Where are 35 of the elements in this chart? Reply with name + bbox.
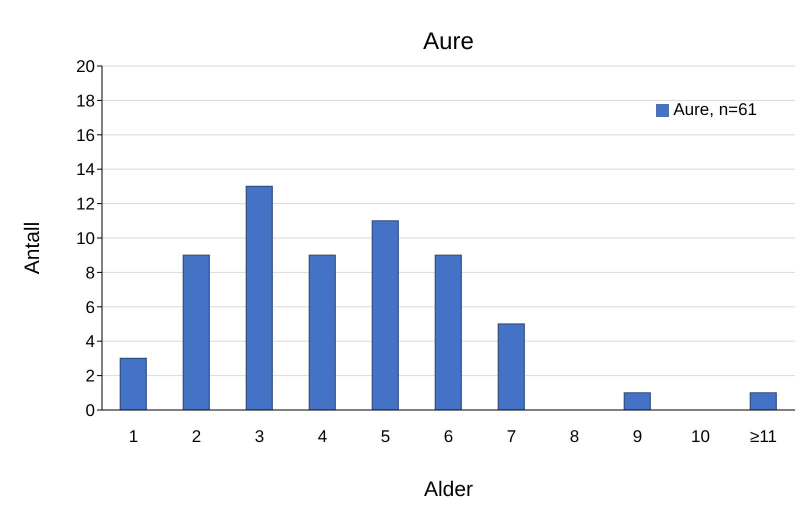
y-tick-label: 4 — [86, 332, 95, 352]
y-tick-label: 6 — [86, 298, 95, 317]
y-axis-title: Antall — [21, 222, 45, 274]
x-tick-label: 5 — [380, 427, 390, 446]
x-tick-label: 1 — [128, 427, 138, 446]
bar — [308, 254, 336, 410]
x-tick-label: 4 — [318, 427, 328, 446]
x-tick-label: 10 — [691, 427, 710, 446]
bar — [498, 323, 525, 410]
bar — [750, 392, 777, 410]
y-tick-label: 12 — [76, 194, 95, 214]
y-tick-label: 0 — [86, 401, 95, 420]
chart-title: Aure — [422, 28, 475, 56]
bar — [120, 358, 147, 410]
y-tick-label: 2 — [86, 366, 95, 386]
x-tick-label: 8 — [570, 427, 580, 446]
x-tick-label: 3 — [254, 427, 264, 446]
bar — [624, 392, 651, 410]
y-tick-label: 8 — [86, 263, 95, 282]
x-tick-label: 7 — [506, 427, 516, 446]
bar — [434, 254, 462, 410]
x-tick-label: 2 — [192, 427, 202, 446]
bar — [372, 220, 399, 410]
y-tick-label: 18 — [76, 91, 95, 110]
y-tick-label: 14 — [76, 160, 95, 180]
bar — [182, 254, 210, 410]
x-tick-label: 6 — [444, 427, 454, 446]
x-tick-label: 9 — [632, 427, 642, 446]
legend-label: Aure, n=61 — [673, 100, 757, 119]
y-tick-label: 16 — [76, 126, 95, 145]
y-tick-label: 10 — [76, 229, 95, 248]
bar — [246, 186, 273, 410]
y-tick-label: 20 — [76, 57, 95, 76]
x-axis-title: Alder — [422, 478, 474, 502]
x-tick-label: ≥11 — [750, 427, 777, 446]
